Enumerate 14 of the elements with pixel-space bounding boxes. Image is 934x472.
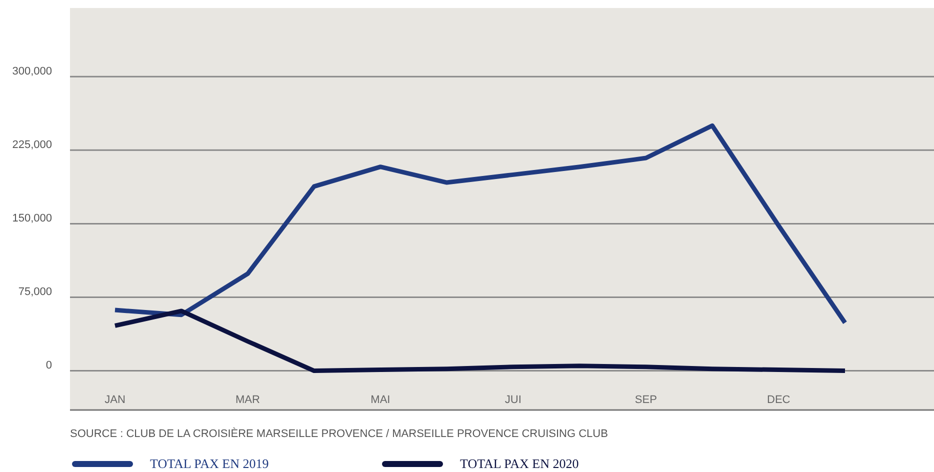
y-tick-label: 150,000 xyxy=(12,212,52,225)
y-tick-label: 0 xyxy=(46,360,52,372)
y-tick-label: 300,000 xyxy=(12,65,52,78)
x-tick-label: MAI xyxy=(370,394,390,406)
x-tick-label: SEP xyxy=(634,394,657,406)
x-tick-label: MAR xyxy=(236,394,260,406)
y-tick-label: 75,000 xyxy=(18,286,52,298)
legend-label: TOTAL PAX EN 2020 xyxy=(460,456,579,471)
y-tick-label: 225,000 xyxy=(12,138,52,151)
source-note: SOURCE : CLUB DE LA CROISIÈRE MARSEILLE PROVENCE / MARSEILLE PROVENCE CRUISING CLUB xyxy=(70,427,608,440)
x-tick-label: DEC xyxy=(767,394,790,406)
x-tick-label: JUI xyxy=(504,394,522,406)
x-tick-label: JAN xyxy=(104,394,126,406)
legend-label: TOTAL PAX EN 2019 xyxy=(150,456,269,471)
